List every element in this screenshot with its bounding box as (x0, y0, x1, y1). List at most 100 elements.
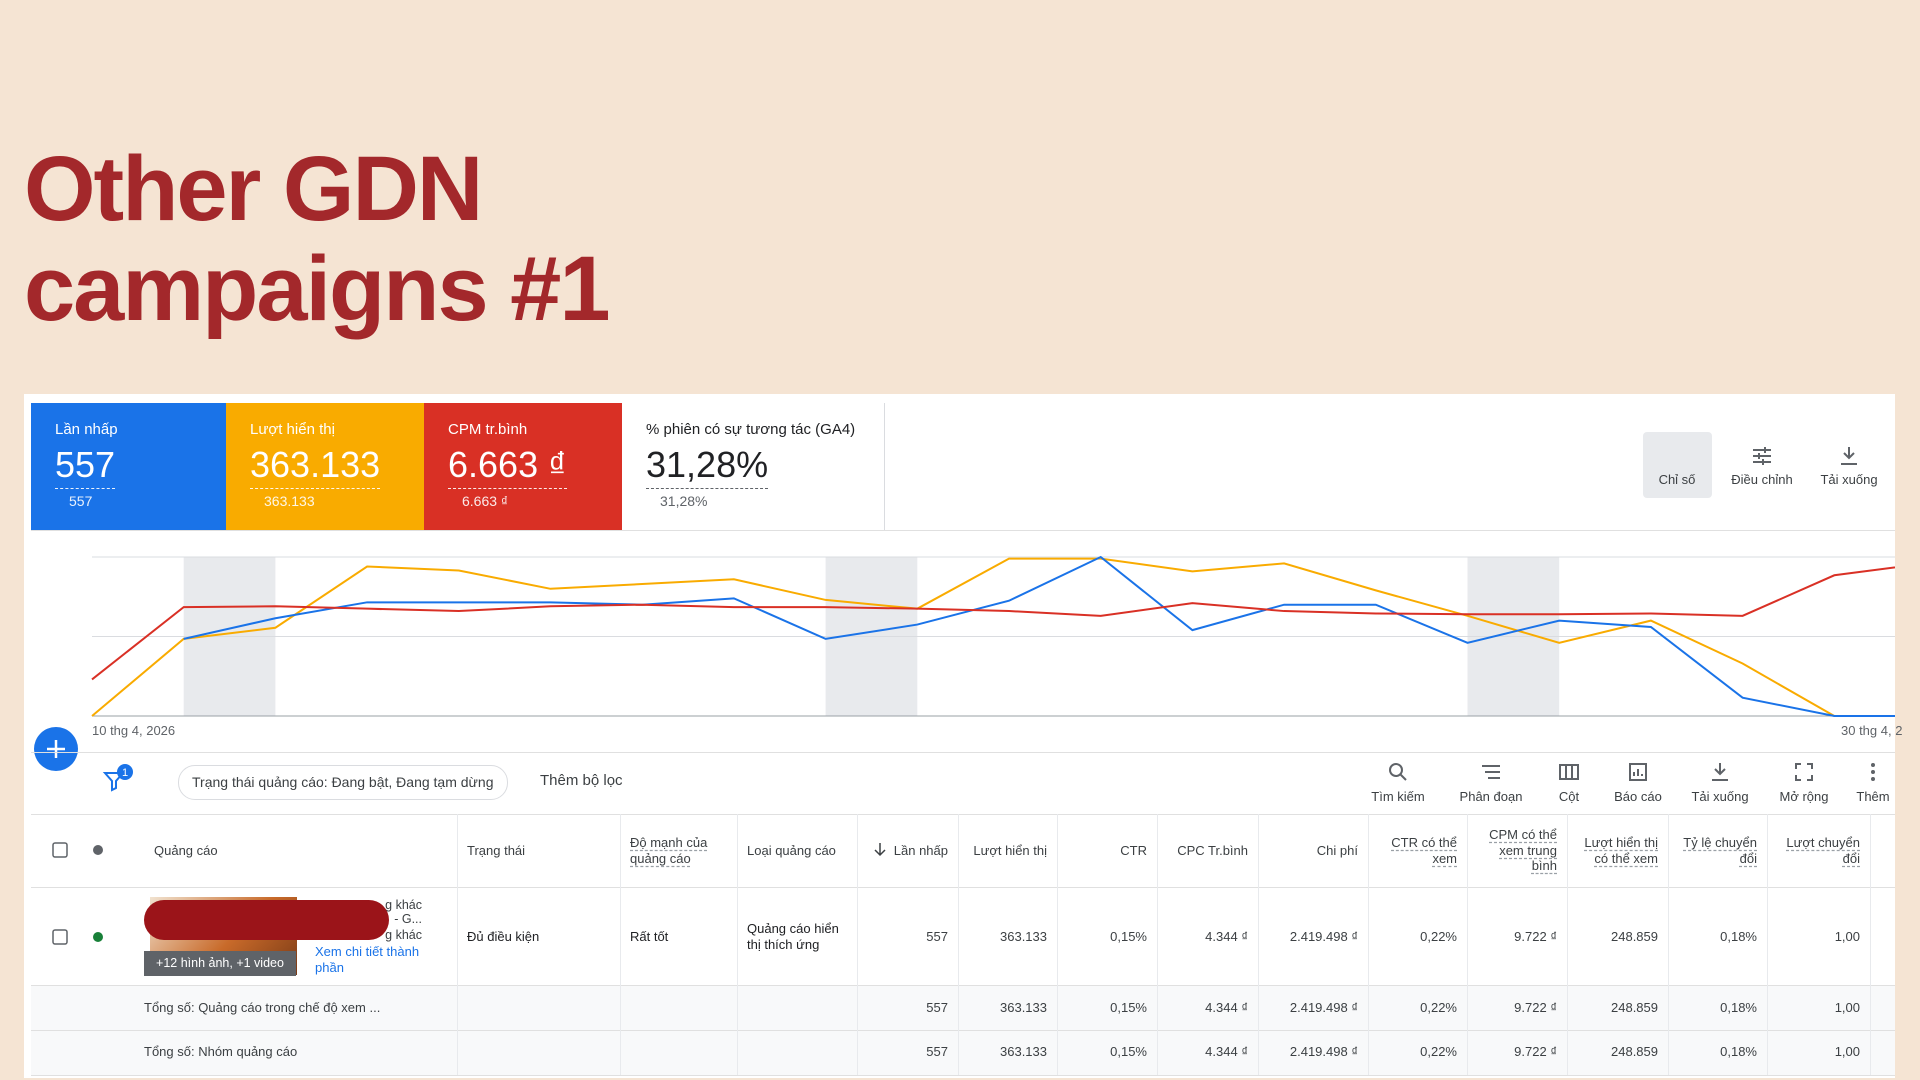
column-header-text: Quảng cáo (154, 842, 218, 858)
metric-change: 6.663 ₫ (462, 493, 509, 509)
column-header[interactable]: Độ mạnh của quảng cáo (630, 814, 727, 887)
row-divider (31, 1075, 1895, 1076)
panel-divider (31, 530, 1895, 531)
metric-cell: 0,22% (1420, 1000, 1457, 1015)
ad-text-fragment: g khác (385, 928, 422, 942)
metric-card (424, 403, 622, 530)
metric-value: 31,28% (646, 444, 769, 489)
ad-text-fragment: g khác (385, 898, 422, 912)
column-header-text: Lượt chuyển đổi (1786, 834, 1860, 866)
metric-card (31, 403, 226, 530)
column-header-text: Loại quảng cáo (747, 842, 836, 858)
metric-card (622, 403, 884, 530)
column-divider (1668, 814, 1669, 1075)
column-header-text: Tỷ lệ chuyển đổi (1683, 834, 1757, 866)
column-header[interactable]: Trạng thái (467, 814, 610, 887)
toolbar-label[interactable]: Phân đoạn (1459, 789, 1523, 804)
metric-cell: 1,00 (1834, 1000, 1860, 1015)
metric-cell: 1,00 (1834, 1044, 1860, 1059)
metric-cell: 0,15% (1110, 1044, 1147, 1059)
metric-cell: 248.859 (1611, 1044, 1658, 1059)
metric-label: CPM tr.bình (448, 421, 528, 438)
panel-divider (31, 814, 1895, 815)
slide-title-line: campaigns #1 (24, 238, 611, 340)
column-header[interactable]: Lần nhấp (867, 814, 948, 887)
metric-cell: 4.344 ₫ (1205, 1044, 1248, 1059)
toolbar-label[interactable]: Tải xuống (1691, 789, 1749, 804)
metric-cell: 363.133 (1000, 1000, 1047, 1015)
metric-label: Lượt hiển thị (250, 421, 335, 438)
column-header-text: Lượt hiển thị có thể xem (1584, 834, 1658, 866)
column-divider (1567, 814, 1568, 1075)
row-divider (31, 1030, 1895, 1031)
ad-type: Quảng cáo hiển thị thích ứng (747, 921, 839, 952)
column-header[interactable]: Lượt chuyển đổi (1777, 814, 1860, 887)
metric-cell: 0,15% (1110, 1000, 1147, 1015)
column-divider (737, 814, 738, 1075)
column-header[interactable]: Tỷ lệ chuyển đổi (1678, 814, 1757, 887)
toolbar-label[interactable]: Tìm kiếm (1371, 789, 1425, 804)
x-axis-label: 30 thg 4, 2 (1841, 723, 1903, 738)
column-header[interactable]: Loại quảng cáo (747, 814, 847, 887)
column-divider (1870, 814, 1871, 1075)
filter-chip[interactable]: Trạng thái quảng cáo: Đang bật, Đang tạm… (178, 765, 508, 800)
column-divider (620, 814, 621, 1075)
metric-label: % phiên có sự tương tác (GA4) (646, 421, 856, 438)
redaction (144, 900, 389, 940)
column-header[interactable]: CTR có thể xem (1378, 814, 1457, 887)
toolbar-label[interactable]: Cột (1558, 789, 1580, 804)
column-header-text: Trạng thái (467, 842, 526, 858)
row-divider (31, 985, 1895, 986)
metric-cell: 557 (926, 1000, 948, 1015)
tool-label[interactable]: Điều chỉnh (1731, 472, 1793, 487)
panel-divider (31, 752, 1895, 753)
metric-cell: 9.722 ₫ (1514, 1000, 1557, 1015)
metric-cell: 0,22% (1420, 1044, 1457, 1059)
column-header-text: Độ mạnh của quảng cáo (630, 834, 708, 866)
column-header[interactable]: Lượt hiển thị (968, 814, 1047, 887)
column-divider (1258, 814, 1259, 1075)
asset-link[interactable]: Xem chi tiết thành phần (315, 944, 420, 975)
metric-value: 557 (55, 444, 116, 489)
toolbar-label[interactable]: Mở rộng (1779, 789, 1829, 804)
slide-title-line: Other GDN (24, 138, 483, 240)
column-header-text: CTR có thể xem (1391, 834, 1457, 866)
column-header[interactable]: CPM có thể xem trung bình (1477, 814, 1557, 887)
column-divider (1057, 814, 1058, 1075)
column-header[interactable]: CTR (1067, 814, 1147, 887)
metric-cell: 9.722 ₫ (1514, 1044, 1557, 1059)
metric-value: 6.663 ₫ (448, 444, 567, 489)
column-header[interactable]: Chi phí (1268, 814, 1358, 887)
column-divider (1368, 814, 1369, 1075)
column-divider (1467, 814, 1468, 1075)
metric-cell: 248.859 (1611, 929, 1658, 944)
metric-cell: 2.419.498 ₫ (1289, 1000, 1358, 1015)
metric-change: 557 (69, 493, 93, 509)
more-assets: +12 hình ảnh, +1 video (144, 951, 296, 976)
column-divider (1157, 814, 1158, 1075)
column-divider (457, 814, 458, 1075)
metric-cell: 363.133 (1000, 929, 1047, 944)
toolbar-label[interactable]: Báo cáo (1614, 789, 1662, 804)
total-label: Tổng số: Quảng cáo trong chế độ xem ... (144, 1000, 381, 1015)
ad-text-fragment: - G... (394, 912, 422, 926)
metric-cell: 4.344 ₫ (1205, 929, 1248, 944)
add-filter[interactable]: Thêm bộ lọc (540, 772, 623, 789)
x-axis-label: 10 thg 4, 2026 (92, 723, 176, 738)
toolbar-label[interactable]: Thêm (1856, 789, 1890, 804)
column-header[interactable]: CPC Tr.bình (1167, 814, 1248, 887)
metric-cell: 2.419.498 ₫ (1289, 1044, 1358, 1059)
row-divider (31, 887, 1895, 888)
tool-label[interactable]: Tải xuống (1820, 472, 1878, 487)
metric-change: 363.133 (264, 493, 315, 509)
column-header[interactable]: Quảng cáo (154, 814, 447, 887)
metric-cell: 0,15% (1110, 929, 1147, 944)
column-divider (857, 814, 858, 1075)
tool-label[interactable]: Chỉ số (1658, 472, 1696, 487)
metric-cell: 0,18% (1720, 1000, 1757, 1015)
total-label: Tổng số: Nhóm quảng cáo (144, 1044, 298, 1059)
column-header-text: CPM có thể xem trung bình (1489, 827, 1557, 874)
column-header[interactable]: Lượt hiển thị có thể xem (1577, 814, 1658, 887)
metric-cell: 0,22% (1420, 929, 1457, 944)
